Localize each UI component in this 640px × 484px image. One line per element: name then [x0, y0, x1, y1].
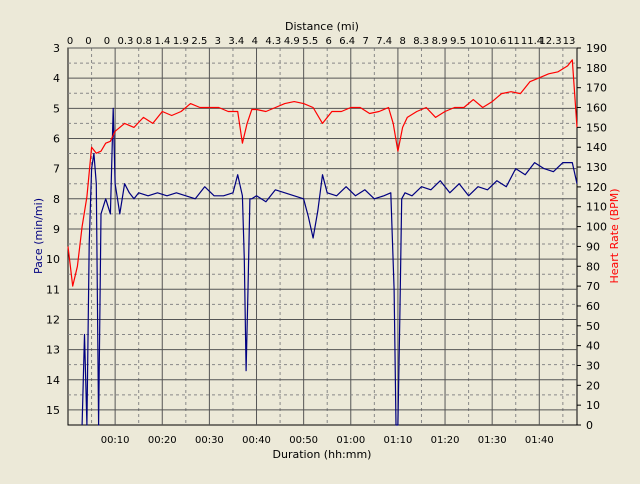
y-left-tick-label: 7: [53, 163, 60, 176]
plot-area: [67, 47, 578, 426]
top-tick-label: 4.9: [284, 36, 300, 47]
x-tick-label: 01:00: [336, 435, 365, 446]
y-left-tick-label: 3: [53, 42, 60, 55]
top-tick-label: 7: [363, 36, 369, 47]
top-tick-label: 0: [67, 36, 73, 47]
y-left-tick-label: 13: [46, 344, 60, 357]
top-tick-label: 0.3: [117, 36, 133, 47]
y-right-tick-label: 30: [586, 359, 600, 372]
y-right-tick-label: 180: [586, 62, 607, 75]
heart-rate-series-line: [67, 59, 578, 287]
y-right-tick-label: 60: [586, 300, 600, 313]
y-left-tick-label: 11: [46, 283, 60, 296]
y-right-tick-label: 40: [586, 340, 600, 353]
y-right-tick-label: 10: [586, 399, 600, 412]
y-right-tick-label: 190: [586, 42, 607, 55]
y-right-tick-label: 170: [586, 82, 607, 95]
top-tick-label: 10.6: [484, 36, 506, 47]
top-tick-label: 4: [252, 36, 258, 47]
y-left-tick-label: 8: [53, 193, 60, 206]
top-tick-label: 0: [104, 36, 110, 47]
axis-labels: 00:10 00:20 00:30 00:40 00:50 01:00 01:10 01:20…: [46, 36, 607, 446]
top-tick-label: 0.8: [136, 36, 152, 47]
y-left-tick-label: 10: [46, 253, 60, 266]
top-tick-label: 3: [215, 36, 221, 47]
y-left-axis-title: Pace (min/mi): [32, 198, 45, 274]
top-tick-label: 11.4: [521, 36, 543, 47]
x-axis-title: Duration (hh:mm): [273, 448, 372, 461]
y-right-tick-label: 20: [586, 379, 600, 392]
y-right-tick-label: 100: [586, 221, 607, 234]
y-right-tick-label: 130: [586, 161, 607, 174]
y-right-tick-label: 0: [586, 419, 593, 432]
top-tick-label: 0: [85, 36, 91, 47]
pace-series-line: [81, 107, 578, 426]
top-tick-label: 11: [507, 36, 520, 47]
y-left-tick-label: 4: [53, 72, 60, 85]
grid: [68, 47, 577, 425]
y-left-tick-label: 12: [46, 313, 60, 326]
top-tick-label: 5.5: [302, 36, 318, 47]
top-tick-label: 1.9: [173, 36, 189, 47]
top-tick-label: 7.4: [376, 36, 392, 47]
y-left-tick-label: 6: [53, 132, 60, 145]
y-left-tick-label: 14: [46, 374, 60, 387]
y-right-tick-label: 70: [586, 280, 600, 293]
top-axis-title: Distance (mi): [285, 20, 359, 33]
top-tick-label: 13: [563, 36, 576, 47]
x-tick-label: 00:30: [195, 435, 224, 446]
y-left-tick-label: 15: [46, 404, 60, 417]
x-tick-label: 01:10: [383, 435, 412, 446]
x-tick-label: 01:30: [478, 435, 507, 446]
x-tick-label: 00:20: [148, 435, 177, 446]
top-tick-label: 1.4: [154, 36, 170, 47]
y-left-tick-label: 9: [53, 223, 60, 236]
top-tick-label: 8.3: [413, 36, 429, 47]
top-tick-label: 3.4: [228, 36, 244, 47]
y-right-axis-title: Heart Rate (BPM): [608, 188, 621, 283]
top-tick-label: 2.5: [191, 36, 207, 47]
top-tick-label: 12.3: [539, 36, 561, 47]
y-right-tick-label: 50: [586, 320, 600, 333]
top-tick-label: 6: [326, 36, 332, 47]
series-layer: [67, 59, 578, 426]
x-tick-label: 00:50: [289, 435, 318, 446]
y-right-tick-label: 80: [586, 260, 600, 273]
x-tick-label: 01:40: [525, 435, 554, 446]
x-tick-label: 00:40: [242, 435, 271, 446]
top-tick-label: 10: [470, 36, 483, 47]
top-tick-label: 8.9: [432, 36, 448, 47]
top-tick-label: 6.4: [339, 36, 355, 47]
y-left-tick-label: 5: [53, 102, 60, 115]
y-right-tick-label: 120: [586, 181, 607, 194]
x-tick-label: 01:20: [431, 435, 460, 446]
top-tick-label: 8: [399, 36, 405, 47]
y-right-tick-label: 110: [586, 201, 607, 214]
top-tick-label: 4.3: [265, 36, 281, 47]
y-right-tick-label: 150: [586, 121, 607, 134]
y-right-tick-label: 90: [586, 240, 600, 253]
top-tick-label: 9.5: [450, 36, 466, 47]
y-right-tick-label: 140: [586, 141, 607, 154]
y-right-tick-label: 160: [586, 102, 607, 115]
x-tick-label: 00:10: [101, 435, 130, 446]
